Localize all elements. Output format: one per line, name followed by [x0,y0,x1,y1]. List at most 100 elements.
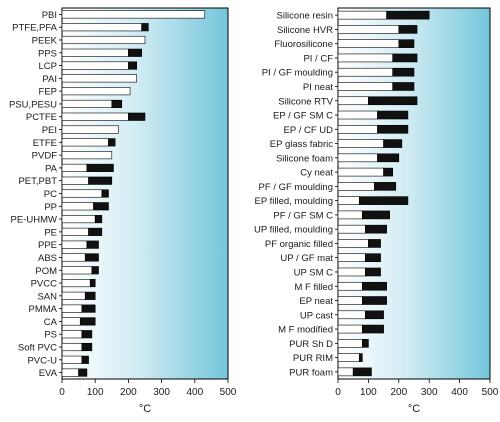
category-label: PUR RIM [293,353,333,364]
category-label: PBI [42,10,57,21]
category-label: CA [44,317,58,328]
bar-low [61,202,94,211]
category-label: EVA [39,368,58,379]
category-label: PP [44,202,57,213]
category-label: PCTFE [26,112,57,123]
category-label: EP filled, moulding [254,196,333,207]
x-tick-label: 0 [59,387,65,398]
plot-area [337,7,491,380]
bar-high [365,253,381,263]
bar-high [398,25,418,34]
bar-high [362,339,369,348]
bar-high [86,240,99,249]
bar-high [78,368,88,377]
bar-low [61,163,88,172]
bar-low [337,324,363,334]
category-label: UP / GF mat [280,253,333,264]
x-tick-label: 200 [120,387,137,398]
category-label: M F filled [294,282,333,293]
bar-high [93,202,109,211]
category-label: PVCC [31,279,58,290]
x-axis-label: °C [139,403,151,415]
bar-high [94,215,103,224]
category-label: UP cast [300,310,333,321]
bar-low [61,304,83,313]
bar-low [337,239,369,248]
bar-low [61,125,119,134]
bar-high [386,10,430,20]
category-label: Silicone HVR [277,25,333,36]
bar-high [383,167,394,177]
bar-high [392,82,415,91]
bar-low [337,210,363,220]
bar-high [365,310,384,320]
bar-high [81,342,93,352]
bar-high [392,67,415,77]
bar-low [337,39,400,48]
x-tick-label: 100 [360,387,377,398]
category-label: PVDF [32,151,58,162]
category-label: EP neat [299,296,333,307]
bar-low [61,227,89,236]
category-label: PET,PBT [18,176,57,187]
chart-panel-2: Silicone resin Silicone HVR Fluorosilicone… [254,7,499,415]
category-label: PTFE,PFA [12,23,58,34]
bar-high [88,176,113,185]
category-label: PUR foam [289,367,333,378]
bar-high [377,110,409,120]
bar-low [337,296,363,305]
bar-low [61,266,93,275]
bar-low [337,253,366,263]
category-label: PVC-U [27,355,57,366]
bar-low [61,291,86,300]
bar-low [61,87,131,96]
category-label: PC [44,189,57,200]
bar-high [79,317,96,326]
category-label: Silicone foam [276,153,333,164]
category-label: PE-UHMW [11,215,57,226]
category-label: POM [35,266,57,277]
category-label: EP / CF UD [284,125,334,136]
bar-high [128,48,142,57]
bar-high [89,279,96,288]
category-label: PI neat [303,82,333,93]
bar-low [61,151,113,160]
bar-high [368,239,381,248]
category-label: PF / GF moulding [259,182,333,193]
category-label: PSU,PESU [9,99,57,110]
category-label: FEP [39,87,57,98]
bar-high [84,253,99,262]
bar-low [337,310,366,320]
x-tick-label: 400 [451,387,468,398]
bar-low [337,267,366,277]
bar-low [61,279,91,288]
bar-low [337,353,360,362]
bar-high [362,210,390,220]
category-label: EP / GF SM C [273,111,333,122]
bar-low [61,330,83,339]
bar-high [365,224,387,234]
bar-low [337,10,387,20]
bar-low [61,35,146,45]
bar-high [377,153,400,163]
bar-low [337,224,366,234]
bar-high [358,196,409,205]
category-label: UP SM C [294,267,334,278]
category-label: Silicone RTV [278,96,333,107]
bar-low [337,167,384,177]
bar-high [111,99,123,108]
bar-low [61,112,129,121]
bar-high [365,267,381,277]
x-tick-label: 400 [186,387,203,398]
bar-low [61,74,137,83]
bar-high [362,324,384,334]
category-label: PF / GF SM C [273,210,333,221]
category-label: Soft PVC [18,343,57,354]
bar-low [61,99,113,108]
category-label: PI / GF moulding [262,68,333,79]
category-label: PUR Sh D [289,339,333,350]
bar-low [61,253,86,262]
category-label: PMMA [29,304,58,315]
